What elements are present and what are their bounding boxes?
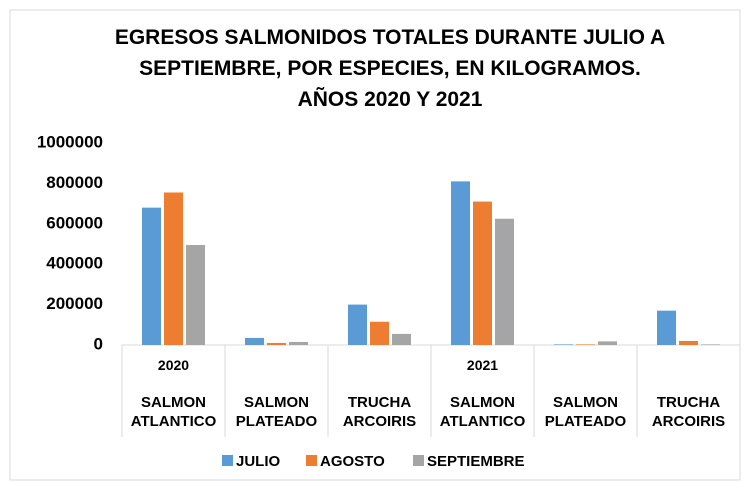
x-tick-label: SALMON PLATEADO	[235, 394, 318, 430]
x-tick-label: SALMON ATLANTICO	[130, 394, 217, 430]
bar	[576, 344, 595, 345]
bar	[392, 333, 411, 345]
bar	[473, 201, 492, 345]
bar	[142, 207, 161, 345]
x-tick-label: SALMON PLATEADO	[544, 394, 627, 430]
category-group-label: 2020	[157, 357, 190, 373]
x-tick-label: TRUCHA ARCOIRIS	[651, 394, 726, 430]
legend-label: JULIO	[236, 453, 281, 470]
y-tick-label: 400000	[46, 254, 103, 273]
bar	[554, 344, 573, 345]
chart-border	[9, 9, 741, 481]
legend-label: AGOSTO	[320, 453, 385, 470]
bar	[657, 310, 676, 345]
y-tick-label: 200000	[46, 294, 103, 313]
bar	[451, 181, 470, 345]
bar	[348, 304, 367, 345]
bar	[370, 321, 389, 345]
legend-swatch	[222, 455, 233, 466]
y-tick-label: 0	[94, 334, 103, 353]
legend-swatch	[306, 455, 317, 466]
bar	[495, 218, 514, 345]
bar	[186, 245, 205, 345]
bar	[679, 340, 698, 345]
bar	[701, 344, 720, 345]
bar	[245, 337, 264, 345]
bar	[289, 341, 308, 345]
x-tick-label: SALMON ATLANTICO	[439, 394, 526, 430]
chart-title: EGRESOS SALMONIDOS TOTALES DURANTE JULIO…	[114, 26, 666, 111]
category-group-label: 2021	[466, 357, 499, 373]
legend-label: SEPTIEMBRE	[427, 453, 525, 470]
x-tick-label: TRUCHA ARCOIRIS	[342, 394, 417, 430]
bar	[164, 192, 183, 345]
bar	[598, 341, 617, 345]
y-tick-label: 600000	[46, 213, 103, 232]
y-tick-label: 800000	[46, 173, 103, 192]
bar	[267, 342, 286, 345]
legend-swatch	[413, 455, 424, 466]
y-tick-label: 1000000	[37, 132, 103, 151]
